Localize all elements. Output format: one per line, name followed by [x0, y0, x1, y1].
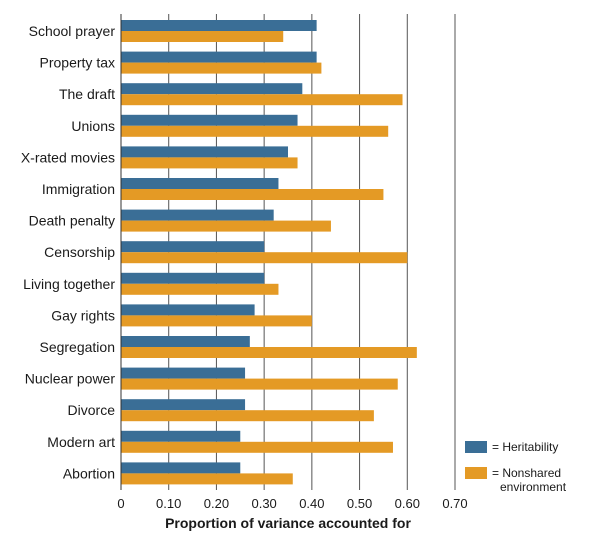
x-tick-label: 0.70	[442, 496, 467, 511]
category-label: Segregation	[39, 339, 115, 355]
bar-nonshared-environment	[121, 283, 279, 295]
bar-nonshared-environment	[121, 347, 417, 358]
bar-nonshared-environment	[121, 62, 322, 74]
bar-nonshared-environment	[121, 378, 398, 390]
category-label: X-rated movies	[21, 149, 115, 165]
bar-heritability	[121, 462, 241, 474]
bar-nonshared-environment	[121, 315, 312, 327]
x-tick-label: 0	[117, 496, 124, 511]
category-label: Abortion	[63, 465, 115, 481]
category-label: Modern art	[47, 434, 115, 450]
legend-swatch	[465, 441, 487, 453]
bar-nonshared-environment	[121, 410, 374, 422]
category-label: Divorce	[68, 402, 116, 418]
bar-heritability	[121, 367, 246, 379]
bar-heritability	[121, 20, 317, 31]
bar-nonshared-environment	[121, 441, 393, 453]
bar-heritability	[121, 51, 317, 63]
bar-nonshared-environment	[121, 94, 403, 106]
legend-swatch	[465, 467, 487, 479]
bar-nonshared-environment	[121, 252, 408, 264]
bar-heritability	[121, 178, 279, 189]
category-label: Unions	[71, 118, 115, 134]
category-label: Gay rights	[51, 307, 115, 323]
bar-nonshared-environment	[121, 220, 331, 232]
bar-heritability	[121, 304, 255, 316]
bars	[121, 20, 417, 485]
legend-label: = Nonshared environment	[492, 466, 567, 494]
bar-heritability	[121, 336, 250, 347]
category-label: School prayer	[29, 23, 116, 39]
bar-heritability	[121, 209, 274, 221]
x-tick-labels: 0 0.10 0.20 0.30 0.40 0.50 0.60 0.70	[117, 496, 467, 511]
category-label: Censorship	[44, 244, 115, 260]
bar-heritability	[121, 430, 241, 442]
x-tick-label: 0.10	[156, 496, 181, 511]
bar-heritability	[121, 114, 298, 126]
x-tick-label: 0.40	[299, 496, 324, 511]
bar-nonshared-environment	[121, 125, 389, 137]
category-label: Living together	[23, 276, 115, 292]
bar-nonshared-environment	[121, 31, 284, 42]
category-labels: School prayer Property tax The draft Unions…	[21, 23, 115, 481]
legend-label: = Heritability	[492, 440, 558, 454]
bar-heritability	[121, 241, 265, 253]
bar-heritability	[121, 399, 246, 411]
legend: = Heritability = Nonshared environment	[465, 440, 567, 494]
category-label: The draft	[59, 86, 115, 102]
bar-nonshared-environment	[121, 189, 384, 200]
category-label: Nuclear power	[25, 371, 116, 387]
category-label: Death penalty	[29, 213, 115, 229]
category-label: Immigration	[42, 181, 115, 197]
bar-nonshared-environment	[121, 157, 298, 169]
bar-heritability	[121, 146, 288, 158]
bar-heritability	[121, 83, 303, 95]
category-label: Property tax	[40, 55, 115, 71]
bar-nonshared-environment	[121, 473, 293, 485]
x-tick-label: 0.20	[204, 496, 229, 511]
x-axis-title: Proportion of variance accounted for	[165, 515, 411, 531]
x-tick-label: 0.60	[395, 496, 420, 511]
bar-heritability	[121, 272, 265, 284]
x-tick-label: 0.30	[251, 496, 276, 511]
x-tick-label: 0.50	[347, 496, 372, 511]
